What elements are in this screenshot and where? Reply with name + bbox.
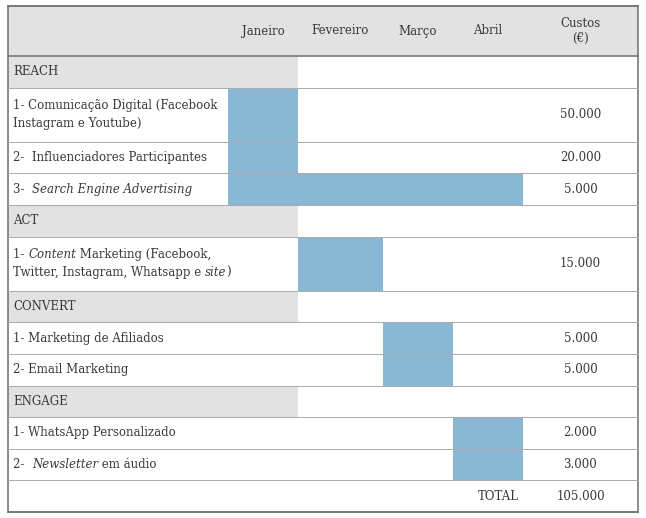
Text: ENGAGE: ENGAGE	[13, 395, 68, 408]
Bar	[8, 480, 638, 512]
Text: Custos
(€): Custos (€)	[560, 17, 601, 45]
Bar	[453, 174, 523, 205]
Bar	[228, 88, 298, 142]
Text: Abril: Abril	[474, 24, 503, 37]
Bar	[383, 174, 453, 205]
Bar	[8, 354, 638, 385]
Bar	[383, 322, 453, 354]
Bar	[228, 174, 298, 205]
Bar	[8, 88, 638, 142]
Bar	[8, 449, 638, 480]
Bar	[453, 417, 523, 449]
Text: 5.000: 5.000	[563, 363, 598, 376]
Bar	[8, 56, 298, 88]
Text: site: site	[205, 266, 227, 279]
Text: Fevereiro: Fevereiro	[312, 24, 369, 37]
Bar	[8, 291, 298, 322]
Bar	[383, 354, 453, 385]
Bar	[8, 142, 638, 174]
Bar	[298, 385, 638, 417]
Text: ACT: ACT	[13, 214, 38, 227]
Text: Março: Março	[399, 24, 437, 37]
Text: ): )	[227, 266, 231, 279]
Text: Marketing (Facebook,: Marketing (Facebook,	[76, 248, 211, 261]
Bar	[298, 56, 638, 88]
Bar	[298, 174, 383, 205]
Text: 1- WhatsApp Personalizado: 1- WhatsApp Personalizado	[13, 426, 176, 439]
Text: TOTAL: TOTAL	[478, 490, 519, 502]
Text: 50.000: 50.000	[560, 108, 601, 121]
Bar	[8, 417, 638, 449]
Text: CONVERT: CONVERT	[13, 300, 76, 313]
Text: Newsletter: Newsletter	[32, 458, 98, 471]
Bar	[8, 322, 638, 354]
Text: Twitter, Instagram, Whatsapp e: Twitter, Instagram, Whatsapp e	[13, 266, 205, 279]
Bar	[228, 142, 298, 174]
Bar	[298, 291, 638, 322]
Bar	[8, 6, 638, 56]
Text: 20.000: 20.000	[560, 151, 601, 164]
Text: em áudio: em áudio	[98, 458, 156, 471]
Text: 2-  Influenciadores Participantes: 2- Influenciadores Participantes	[13, 151, 207, 164]
Text: 15.000: 15.000	[560, 257, 601, 270]
Text: 2-: 2-	[13, 458, 32, 471]
Text: 2- Email Marketing: 2- Email Marketing	[13, 363, 129, 376]
Text: 1-: 1-	[13, 248, 28, 261]
Text: 1- Marketing de Afiliados: 1- Marketing de Afiliados	[13, 332, 163, 344]
Bar	[8, 385, 298, 417]
Bar	[298, 237, 383, 291]
Text: Content: Content	[28, 248, 76, 261]
Text: Instagram e Youtube): Instagram e Youtube)	[13, 117, 141, 130]
Text: 5.000: 5.000	[563, 332, 598, 344]
Bar	[298, 205, 638, 237]
Text: 2.000: 2.000	[564, 426, 598, 439]
Text: 105.000: 105.000	[556, 490, 605, 502]
Text: 3.000: 3.000	[563, 458, 598, 471]
Text: 1- Comunicação Digital (Facebook: 1- Comunicação Digital (Facebook	[13, 99, 218, 112]
Text: Search Engine Advertising: Search Engine Advertising	[32, 183, 192, 196]
Text: 3-: 3-	[13, 183, 32, 196]
Bar	[453, 449, 523, 480]
Text: REACH: REACH	[13, 65, 58, 78]
Bar	[8, 205, 298, 237]
Text: 5.000: 5.000	[563, 183, 598, 196]
Text: Janeiro: Janeiro	[242, 24, 284, 37]
Bar	[8, 237, 638, 291]
Bar	[8, 174, 638, 205]
